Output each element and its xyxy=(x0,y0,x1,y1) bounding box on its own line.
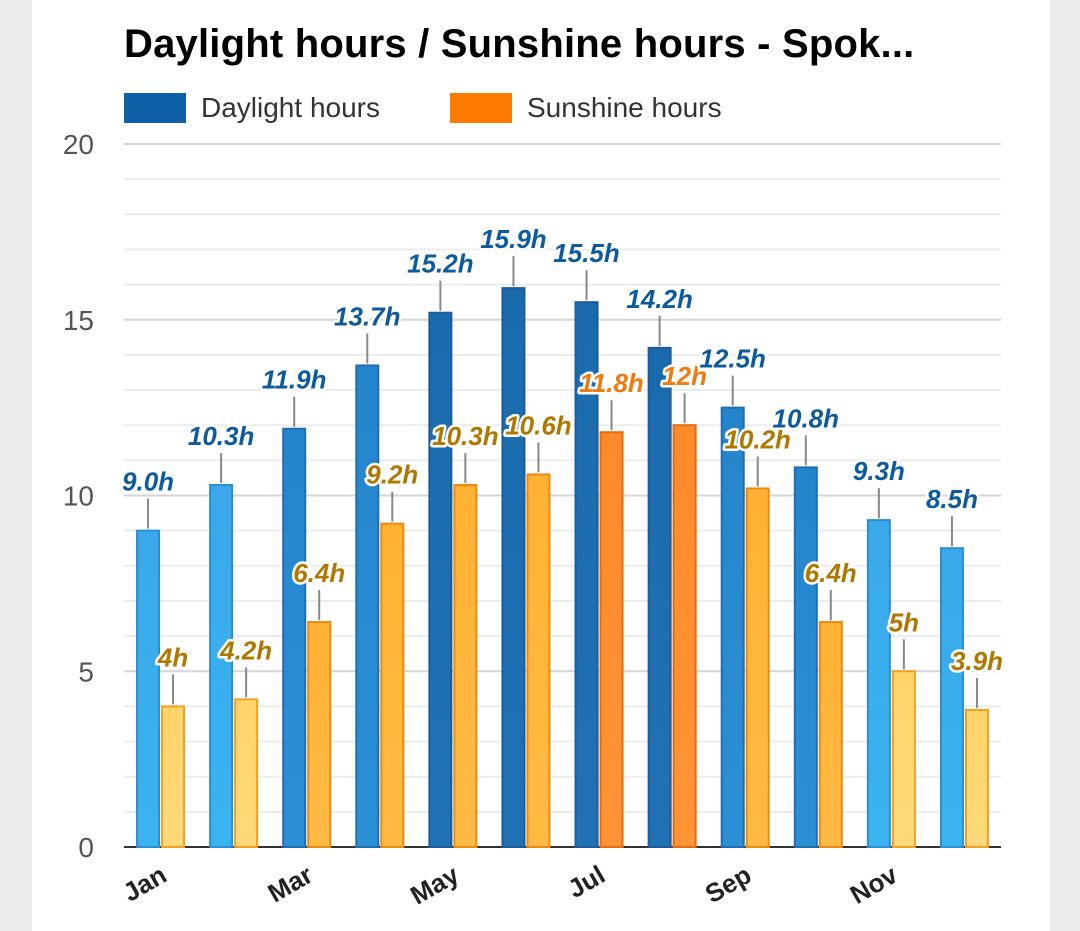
legend-label-daylight: Daylight hours xyxy=(201,92,380,123)
data-label-sunshine: 5h xyxy=(889,607,919,637)
bar-sunshine-aug xyxy=(672,424,697,848)
bar-daylight-oct xyxy=(793,466,818,848)
legend-swatch-daylight xyxy=(124,93,186,123)
bar-daylight-feb xyxy=(209,483,234,848)
data-label-sunshine: 4h xyxy=(157,642,188,672)
data-label-daylight: 11.9h xyxy=(262,365,327,395)
x-tick-label: Mar xyxy=(263,859,318,908)
data-label-daylight: 9.0h xyxy=(122,467,174,497)
bar-daylight-may xyxy=(428,311,453,849)
data-label-sunshine: 12h xyxy=(662,361,707,391)
data-label-daylight: 12.5h xyxy=(699,344,766,374)
data-label-daylight: 15.5h xyxy=(553,238,620,268)
y-tick-label: 0 xyxy=(78,832,94,863)
bar-sunshine-dec xyxy=(964,708,989,848)
bar-daylight-sep xyxy=(720,406,745,848)
data-label-sunshine: 6.4h xyxy=(293,558,345,588)
x-tick-label: Jul xyxy=(562,859,610,904)
data-label-daylight: 10.3h xyxy=(188,421,255,451)
y-axis-ticks: 0 5 10 15 20 xyxy=(63,129,94,863)
bar-daylight-apr xyxy=(355,364,380,848)
bars xyxy=(136,287,989,849)
data-label-sunshine: 10.6h xyxy=(505,410,572,440)
bar-sunshine-mar xyxy=(307,621,332,848)
data-label-daylight: 14.2h xyxy=(626,284,693,314)
bar-daylight-jul xyxy=(574,301,599,848)
data-label-sunshine: 10.3h xyxy=(432,421,499,451)
bar-daylight-aug xyxy=(647,346,672,848)
bar-sunshine-feb xyxy=(234,698,259,848)
y-tick-label: 5 xyxy=(78,656,94,687)
bar-sunshine-sep xyxy=(745,487,770,848)
data-label-daylight: 10.8h xyxy=(773,403,840,433)
data-label-sunshine: 4.2h xyxy=(219,635,272,665)
bar-daylight-jun xyxy=(501,287,526,848)
y-tick-label: 10 xyxy=(63,481,94,512)
x-tick-label: Nov xyxy=(845,859,903,910)
bar-sunshine-jan xyxy=(161,705,186,849)
x-tick-label: Sep xyxy=(700,859,756,909)
grid-lines xyxy=(124,143,1001,848)
bar-daylight-mar xyxy=(282,427,307,848)
data-label-sunshine: 6.4h xyxy=(805,558,857,588)
data-label-daylight: 15.2h xyxy=(407,249,474,279)
bar-sunshine-oct xyxy=(818,621,843,848)
x-tick-label: Jan xyxy=(118,859,172,907)
x-axis-ticks: Jan Mar May Jul Sep Nov xyxy=(118,859,903,911)
data-label-daylight: 8.5h xyxy=(926,484,978,514)
legend-label-sunshine: Sunshine hours xyxy=(527,92,722,123)
data-label-sunshine: 11.8h xyxy=(579,368,644,398)
data-label-daylight: 15.9h xyxy=(480,224,547,254)
data-label-sunshine: 9.2h xyxy=(366,460,418,490)
data-labels: 9.0h 4h 10.3h 4.2h 11.9h 6.4h 13.7h 9.2h 15.2h 10… xyxy=(120,222,1005,708)
bar-daylight-jan xyxy=(136,529,161,849)
chart-title: Daylight hours / Sunshine hours - Spok..… xyxy=(124,22,915,66)
bar-daylight-dec xyxy=(939,547,964,848)
bar-sunshine-jun xyxy=(526,473,551,848)
data-label-sunshine: 3.9h xyxy=(951,646,1003,676)
y-tick-label: 15 xyxy=(63,305,94,336)
data-label-daylight: 13.7h xyxy=(334,301,401,331)
x-tick-label: May xyxy=(405,859,464,911)
bar-daylight-nov xyxy=(866,519,891,848)
data-label-daylight: 9.3h xyxy=(853,456,905,486)
y-tick-label: 20 xyxy=(63,129,94,160)
bar-sunshine-may xyxy=(453,483,478,848)
bar-sunshine-jul xyxy=(599,431,624,848)
bar-sunshine-nov xyxy=(891,670,916,848)
bar-sunshine-apr xyxy=(380,522,405,848)
data-label-sunshine: 10.2h xyxy=(724,424,791,454)
legend-swatch-sunshine xyxy=(450,93,512,123)
